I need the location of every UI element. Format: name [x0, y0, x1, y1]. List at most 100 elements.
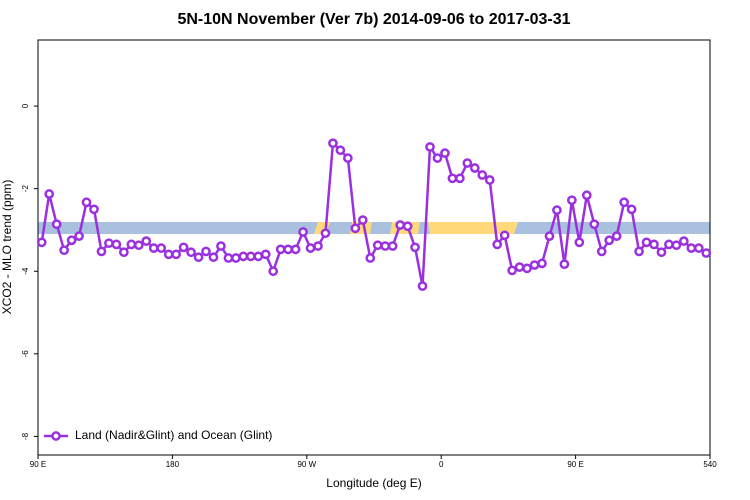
point: [104, 238, 114, 249]
point: [365, 253, 376, 263]
point: [574, 237, 585, 248]
point: [305, 243, 316, 253]
legend-label: Land (Nadir&Glint) and Ocean (Glint): [75, 428, 272, 442]
x-tick-label: 90 E: [567, 460, 583, 469]
point: [335, 145, 346, 156]
point: [380, 241, 391, 251]
y-tick-label: -2: [21, 185, 30, 193]
point: [148, 243, 159, 253]
point: [469, 163, 480, 173]
chart-title: 5N-10N November (Ver 7b) 2014-09-06 to 2…: [177, 11, 570, 28]
point: [425, 142, 435, 152]
point: [141, 236, 152, 246]
ocean-band: [38, 222, 710, 234]
point: [163, 249, 174, 260]
point: [671, 240, 682, 251]
point: [544, 231, 555, 241]
x-tick-label: 540: [703, 460, 717, 469]
point: [693, 243, 704, 253]
point: [193, 252, 204, 263]
point: [559, 259, 570, 270]
point: [440, 148, 450, 158]
point: [649, 239, 659, 250]
point: [626, 204, 637, 215]
point: [253, 251, 264, 262]
point: [126, 239, 137, 250]
point: [477, 170, 488, 180]
x-axis-label: Longitude (deg E): [326, 476, 421, 490]
point: [507, 265, 517, 276]
point: [701, 248, 712, 258]
point: [320, 228, 331, 239]
point: [522, 263, 532, 274]
point: [81, 197, 92, 208]
point: [223, 253, 234, 263]
point: [387, 241, 398, 251]
y-tick-label: -6: [21, 350, 30, 358]
point: [417, 281, 428, 291]
point: [119, 247, 129, 258]
point: [447, 173, 458, 184]
point: [596, 246, 607, 257]
point: [89, 204, 99, 215]
point: [679, 236, 689, 246]
point: [186, 247, 196, 258]
point: [216, 241, 226, 251]
legend-marker: [51, 431, 61, 441]
y-tick-label: -4: [21, 267, 30, 275]
point: [290, 244, 301, 255]
point: [231, 253, 241, 263]
point: [350, 223, 361, 234]
point: [432, 153, 443, 163]
point: [298, 227, 308, 237]
point: [96, 246, 107, 257]
point: [313, 241, 323, 251]
point: [529, 260, 540, 270]
point: [604, 235, 615, 246]
point: [499, 230, 510, 241]
point: [552, 205, 562, 215]
point: [283, 244, 293, 255]
x-tick-label: 0: [439, 460, 444, 469]
point: [44, 189, 55, 199]
y-tick-label: 0: [21, 103, 30, 108]
point: [238, 251, 249, 262]
point: [343, 153, 353, 163]
point: [619, 197, 629, 208]
point: [178, 242, 189, 253]
point: [686, 243, 697, 253]
point: [59, 245, 69, 256]
point: [328, 138, 338, 149]
point: [245, 251, 256, 262]
series-line: [40, 140, 707, 287]
point: [66, 235, 77, 246]
point: [581, 190, 592, 201]
point: [74, 231, 84, 241]
x-tick-label: 180: [166, 460, 180, 469]
point: [36, 237, 47, 248]
point: [664, 239, 674, 250]
point: [268, 266, 279, 277]
point: [567, 195, 577, 206]
x-tick-label: 90 E: [30, 460, 46, 469]
point: [537, 258, 547, 269]
point: [634, 246, 644, 257]
point: [484, 175, 495, 185]
point: [641, 237, 652, 248]
point: [111, 239, 122, 250]
y-tick-label: -8: [21, 432, 30, 440]
point: [656, 247, 667, 258]
point: [410, 242, 420, 253]
point: [51, 219, 62, 230]
plot-frame: [37, 39, 711, 456]
point: [201, 246, 211, 257]
point: [357, 215, 368, 225]
point: [589, 219, 600, 230]
point: [260, 249, 271, 260]
point: [156, 243, 167, 253]
point: [611, 231, 622, 241]
point: [492, 239, 503, 250]
point: [514, 262, 525, 272]
point: [372, 240, 383, 251]
